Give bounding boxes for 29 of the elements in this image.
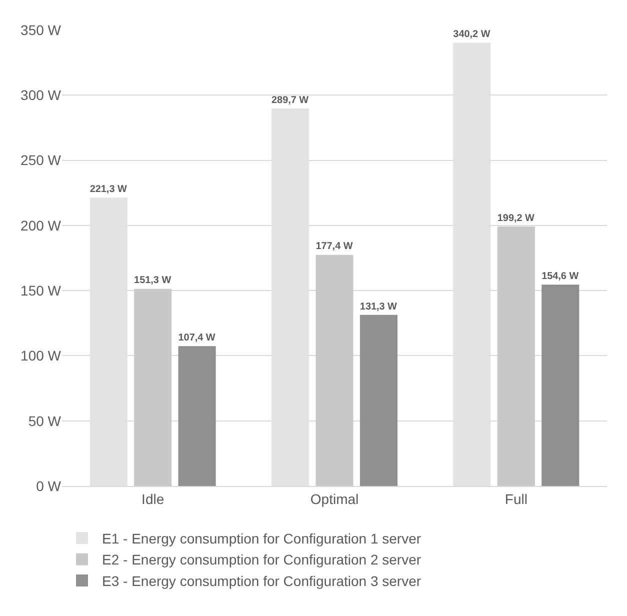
legend-label: E3 - Energy consumption for Configuration 3 server	[102, 572, 422, 589]
x-tick-label: Idle	[142, 490, 164, 507]
x-tick-label: Optimal	[310, 490, 359, 507]
data-label: 154,6 W	[542, 270, 580, 282]
bar	[316, 254, 354, 486]
bar	[178, 346, 216, 486]
y-tick-label: 350 W	[20, 22, 62, 38]
y-tick-label: 150 W	[20, 282, 62, 298]
x-tick-label: Full	[504, 490, 528, 507]
bar	[542, 284, 580, 486]
legend-label: E2 - Energy consumption for Configuration 2 server	[102, 552, 422, 568]
data-label: 131,3 W	[360, 301, 398, 312]
y-tick-label: 250 W	[20, 152, 62, 168]
y-tick-label: 50 W	[28, 412, 62, 429]
bar	[360, 314, 398, 486]
y-tick-label: 300 W	[20, 87, 62, 104]
data-label: 340,2 W	[453, 29, 491, 40]
y-tick-label: 0 W	[36, 478, 62, 494]
data-label: 107,4 W	[178, 332, 216, 344]
data-label: 289,7 W	[272, 94, 310, 106]
bar	[134, 288, 172, 486]
y-tick-label: 100 W	[20, 348, 62, 364]
bar	[497, 226, 535, 486]
data-label: 151,3 W	[134, 275, 172, 286]
y-tick-label: 200 W	[20, 217, 62, 234]
data-label: 177,4 W	[316, 241, 354, 252]
data-label: 199,2 W	[497, 212, 536, 224]
legend-label: E1 - Energy consumption for Configuration 1 server	[102, 530, 422, 547]
data-label: 221,3 W	[90, 184, 128, 196]
